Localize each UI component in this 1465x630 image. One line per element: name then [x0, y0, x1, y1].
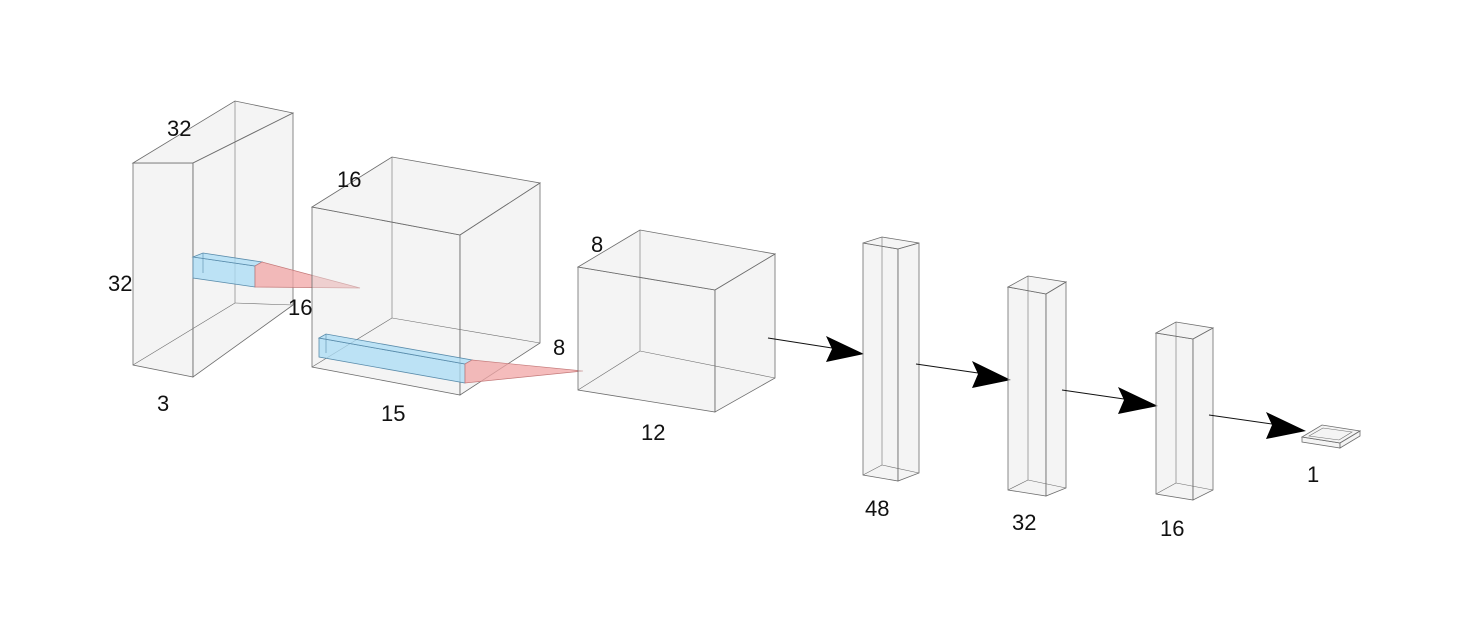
layer-4-width-label: 48 [865, 496, 889, 521]
layer-6-width-label: 16 [1160, 516, 1184, 541]
arrow-6-to-7 [1208, 412, 1306, 439]
layer-1-width-label: 3 [157, 391, 169, 416]
layer-1-kernel [191, 252, 264, 288]
layer-5-width-label: 32 [1012, 510, 1036, 535]
arrow-5-to-6 [1061, 387, 1158, 414]
layer-7-block [1300, 424, 1362, 449]
arrow-4-to-5 [915, 361, 1011, 388]
layer-2-depth-label: 16 [337, 167, 361, 192]
layer-2-receptive-cone [464, 359, 584, 384]
layer-5-block [1006, 275, 1068, 497]
layer-6-block [1154, 321, 1215, 501]
arrow-3-to-4 [767, 336, 864, 362]
layer-1-depth-label: 32 [167, 116, 191, 141]
layer-2-width-label: 15 [381, 401, 405, 426]
layer-3-block [576, 229, 777, 413]
layer-7-width-label: 1 [1307, 462, 1319, 487]
layer-2-height-label: 16 [288, 295, 312, 320]
layer-1-receptive-cone [254, 261, 361, 289]
layer-3-height-label: 8 [553, 335, 565, 360]
layer-1-height-label: 32 [108, 271, 132, 296]
layer-3-width-label: 12 [641, 420, 665, 445]
layer-4-block [862, 236, 920, 482]
layer-3-depth-label: 8 [591, 232, 603, 257]
layer-1-block [131, 100, 295, 378]
